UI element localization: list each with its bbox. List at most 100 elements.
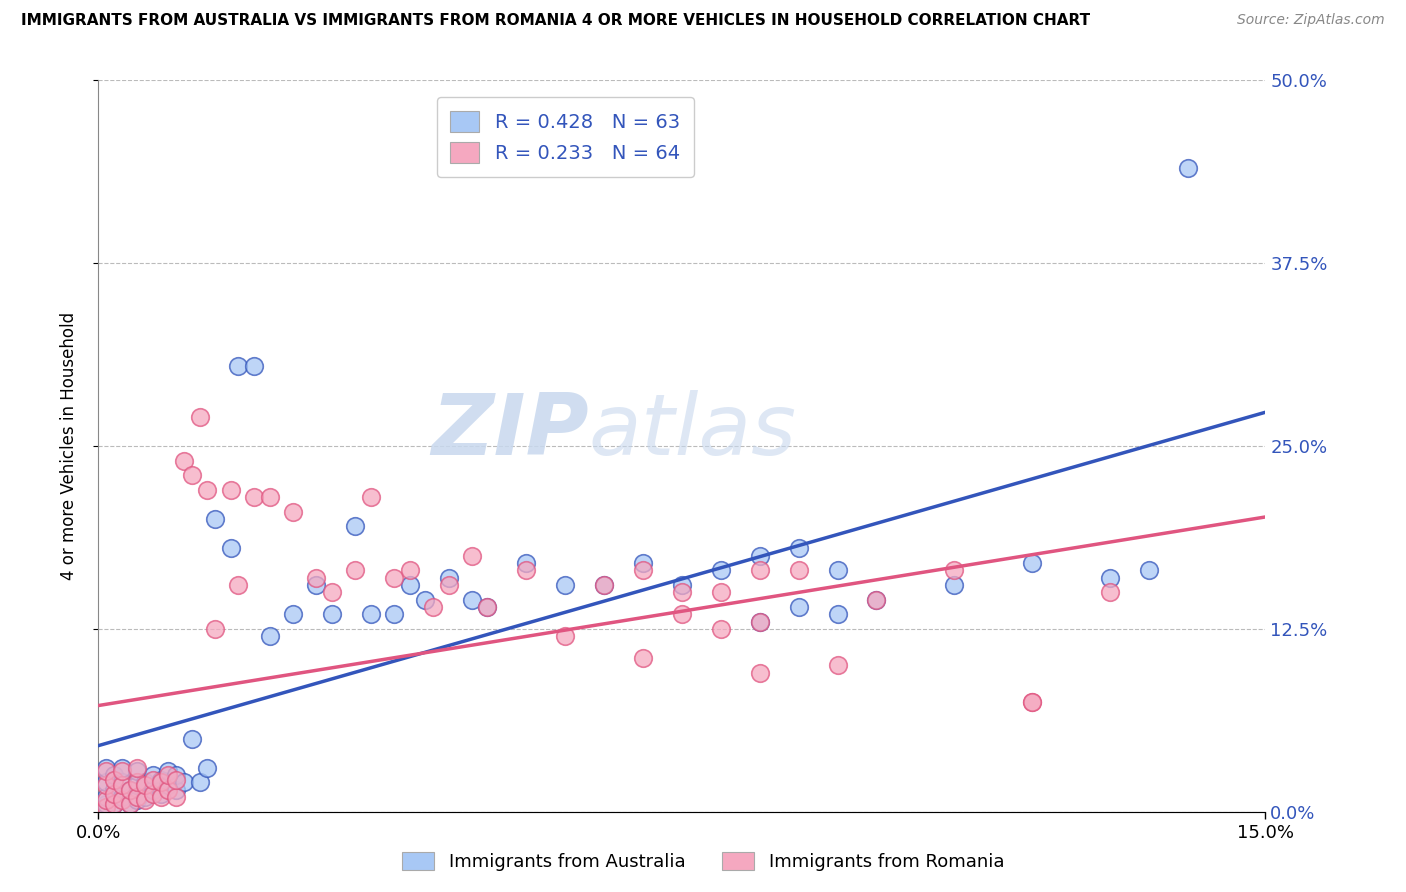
Point [787, 599, 810, 614]
Point [149, 775, 172, 789]
Legend: R = 0.428   N = 63, R = 0.233   N = 64: R = 0.428 N = 63, R = 0.233 N = 64 [437, 97, 693, 177]
Point [631, 556, 654, 570]
Point [554, 629, 576, 643]
Point [134, 793, 156, 807]
Point [360, 490, 382, 504]
Point [748, 549, 770, 563]
Point [127, 764, 149, 778]
Point [554, 578, 576, 592]
Point [943, 563, 966, 577]
Point [157, 782, 180, 797]
Point [360, 607, 382, 622]
Point [149, 790, 172, 805]
Point [437, 571, 460, 585]
Point [593, 578, 616, 592]
Point [149, 787, 172, 801]
Point [228, 359, 250, 373]
Point [173, 775, 195, 789]
Point [1177, 161, 1199, 175]
Point [165, 768, 187, 782]
Text: IMMIGRANTS FROM AUSTRALIA VS IMMIGRANTS FROM ROMANIA 4 OR MORE VEHICLES IN HOUSE: IMMIGRANTS FROM AUSTRALIA VS IMMIGRANTS … [21, 13, 1090, 29]
Point [827, 658, 849, 673]
Point [103, 797, 125, 812]
Point [127, 778, 149, 792]
Point [281, 505, 304, 519]
Point [96, 778, 118, 792]
Point [748, 615, 770, 629]
Point [631, 563, 654, 577]
Point [96, 775, 118, 789]
Point [118, 782, 141, 797]
Point [413, 592, 436, 607]
Point [398, 578, 420, 592]
Text: ZIP: ZIP [430, 390, 589, 473]
Point [748, 563, 770, 577]
Point [1021, 695, 1043, 709]
Point [96, 800, 118, 814]
Point [111, 793, 134, 807]
Point [321, 585, 343, 599]
Point [96, 790, 118, 805]
Point [118, 797, 141, 812]
Point [710, 585, 733, 599]
Point [96, 793, 118, 807]
Point [437, 578, 460, 592]
Point [1137, 563, 1160, 577]
Point [157, 778, 180, 792]
Point [515, 563, 537, 577]
Point [382, 607, 405, 622]
Point [631, 651, 654, 665]
Point [142, 768, 165, 782]
Point [111, 790, 134, 805]
Point [515, 556, 537, 570]
Point [165, 790, 187, 805]
Point [134, 775, 156, 789]
Point [1098, 585, 1121, 599]
Point [118, 782, 141, 797]
Point [127, 761, 149, 775]
Point [671, 578, 693, 592]
Point [142, 787, 165, 801]
Point [827, 607, 849, 622]
Point [710, 622, 733, 636]
Point [142, 772, 165, 787]
Point [344, 519, 367, 533]
Point [461, 592, 484, 607]
Point [111, 775, 134, 789]
Text: atlas: atlas [589, 390, 797, 473]
Point [127, 790, 149, 805]
Point [671, 585, 693, 599]
Point [142, 782, 165, 797]
Point [118, 797, 141, 812]
Point [422, 599, 444, 614]
Point [134, 778, 156, 792]
Point [748, 615, 770, 629]
Point [228, 578, 250, 592]
Point [111, 778, 134, 792]
Point [103, 782, 125, 797]
Point [1098, 571, 1121, 585]
Point [219, 541, 242, 556]
Point [127, 775, 149, 789]
Point [710, 563, 733, 577]
Y-axis label: 4 or more Vehicles in Household: 4 or more Vehicles in Household [59, 312, 77, 580]
Point [827, 563, 849, 577]
Point [188, 409, 211, 424]
Point [111, 761, 134, 775]
Point [165, 772, 187, 787]
Point [204, 512, 226, 526]
Point [1021, 695, 1043, 709]
Point [103, 787, 125, 801]
Point [96, 797, 118, 812]
Point [111, 764, 134, 778]
Point [165, 782, 187, 797]
Point [477, 599, 499, 614]
Point [180, 468, 202, 483]
Point [461, 549, 484, 563]
Point [149, 772, 172, 787]
Legend: Immigrants from Australia, Immigrants from Romania: Immigrants from Australia, Immigrants fr… [395, 845, 1011, 879]
Point [180, 731, 202, 746]
Point [243, 490, 266, 504]
Point [219, 483, 242, 497]
Text: Source: ZipAtlas.com: Source: ZipAtlas.com [1237, 13, 1385, 28]
